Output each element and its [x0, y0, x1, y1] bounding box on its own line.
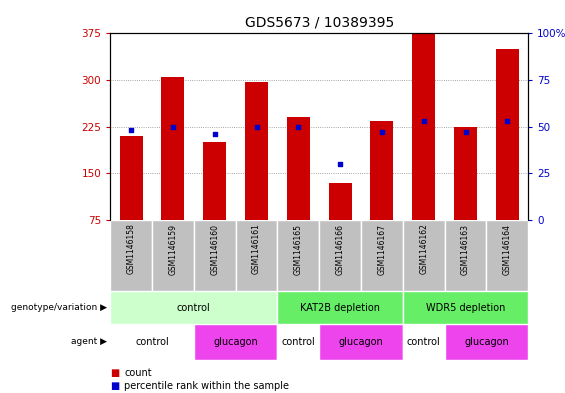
Bar — [236, 220, 277, 291]
Bar — [329, 183, 351, 220]
Point — [168, 123, 177, 130]
Text: glucagon: glucagon — [338, 337, 384, 347]
Bar — [445, 324, 528, 360]
Text: ■: ■ — [110, 367, 119, 378]
Text: GSM1146166: GSM1146166 — [336, 224, 345, 275]
Text: GSM1146167: GSM1146167 — [377, 224, 386, 275]
Bar — [319, 220, 361, 291]
Point — [252, 123, 261, 130]
Text: GSM1146158: GSM1146158 — [127, 224, 136, 274]
Bar — [110, 220, 152, 291]
Bar — [287, 118, 310, 220]
Bar — [162, 77, 184, 220]
Bar — [486, 220, 528, 291]
Text: control: control — [281, 337, 315, 347]
Point — [294, 123, 303, 130]
Point — [127, 127, 136, 134]
Text: GSM1146161: GSM1146161 — [252, 224, 261, 274]
Text: control: control — [407, 337, 441, 347]
Text: GSM1146159: GSM1146159 — [168, 224, 177, 275]
Text: KAT2B depletion: KAT2B depletion — [300, 303, 380, 312]
Bar — [152, 220, 194, 291]
Text: glucagon: glucagon — [213, 337, 258, 347]
Text: GSM1146163: GSM1146163 — [461, 224, 470, 275]
Text: glucagon: glucagon — [464, 337, 509, 347]
Bar — [120, 136, 142, 220]
Point — [336, 161, 345, 167]
Title: GDS5673 / 10389395: GDS5673 / 10389395 — [245, 15, 394, 29]
Point — [210, 131, 219, 137]
Text: count: count — [124, 367, 152, 378]
Text: genotype/variation ▶: genotype/variation ▶ — [11, 303, 107, 312]
Text: GSM1146162: GSM1146162 — [419, 224, 428, 274]
Bar — [277, 324, 319, 360]
Text: GSM1146160: GSM1146160 — [210, 224, 219, 275]
Point — [461, 129, 470, 136]
Text: agent ▶: agent ▶ — [71, 338, 107, 346]
Bar — [277, 220, 319, 291]
Text: control: control — [177, 303, 211, 312]
Text: control: control — [135, 337, 169, 347]
Text: ■: ■ — [110, 381, 119, 391]
Bar — [371, 121, 393, 220]
Text: WDR5 depletion: WDR5 depletion — [426, 303, 505, 312]
Bar — [454, 127, 477, 220]
Bar — [412, 33, 435, 220]
Bar — [403, 324, 445, 360]
Bar — [496, 49, 519, 220]
Point — [503, 118, 512, 124]
Point — [419, 118, 428, 124]
Bar — [110, 324, 194, 360]
Bar — [277, 291, 403, 324]
Bar — [194, 220, 236, 291]
Bar — [361, 220, 403, 291]
Bar — [403, 220, 445, 291]
Bar — [319, 324, 403, 360]
Bar — [245, 82, 268, 220]
Bar — [194, 324, 277, 360]
Bar — [403, 291, 528, 324]
Bar — [445, 220, 486, 291]
Text: GSM1146165: GSM1146165 — [294, 224, 303, 275]
Text: percentile rank within the sample: percentile rank within the sample — [124, 381, 289, 391]
Text: GSM1146164: GSM1146164 — [503, 224, 512, 275]
Bar — [110, 291, 277, 324]
Bar — [203, 142, 226, 220]
Point — [377, 129, 386, 136]
